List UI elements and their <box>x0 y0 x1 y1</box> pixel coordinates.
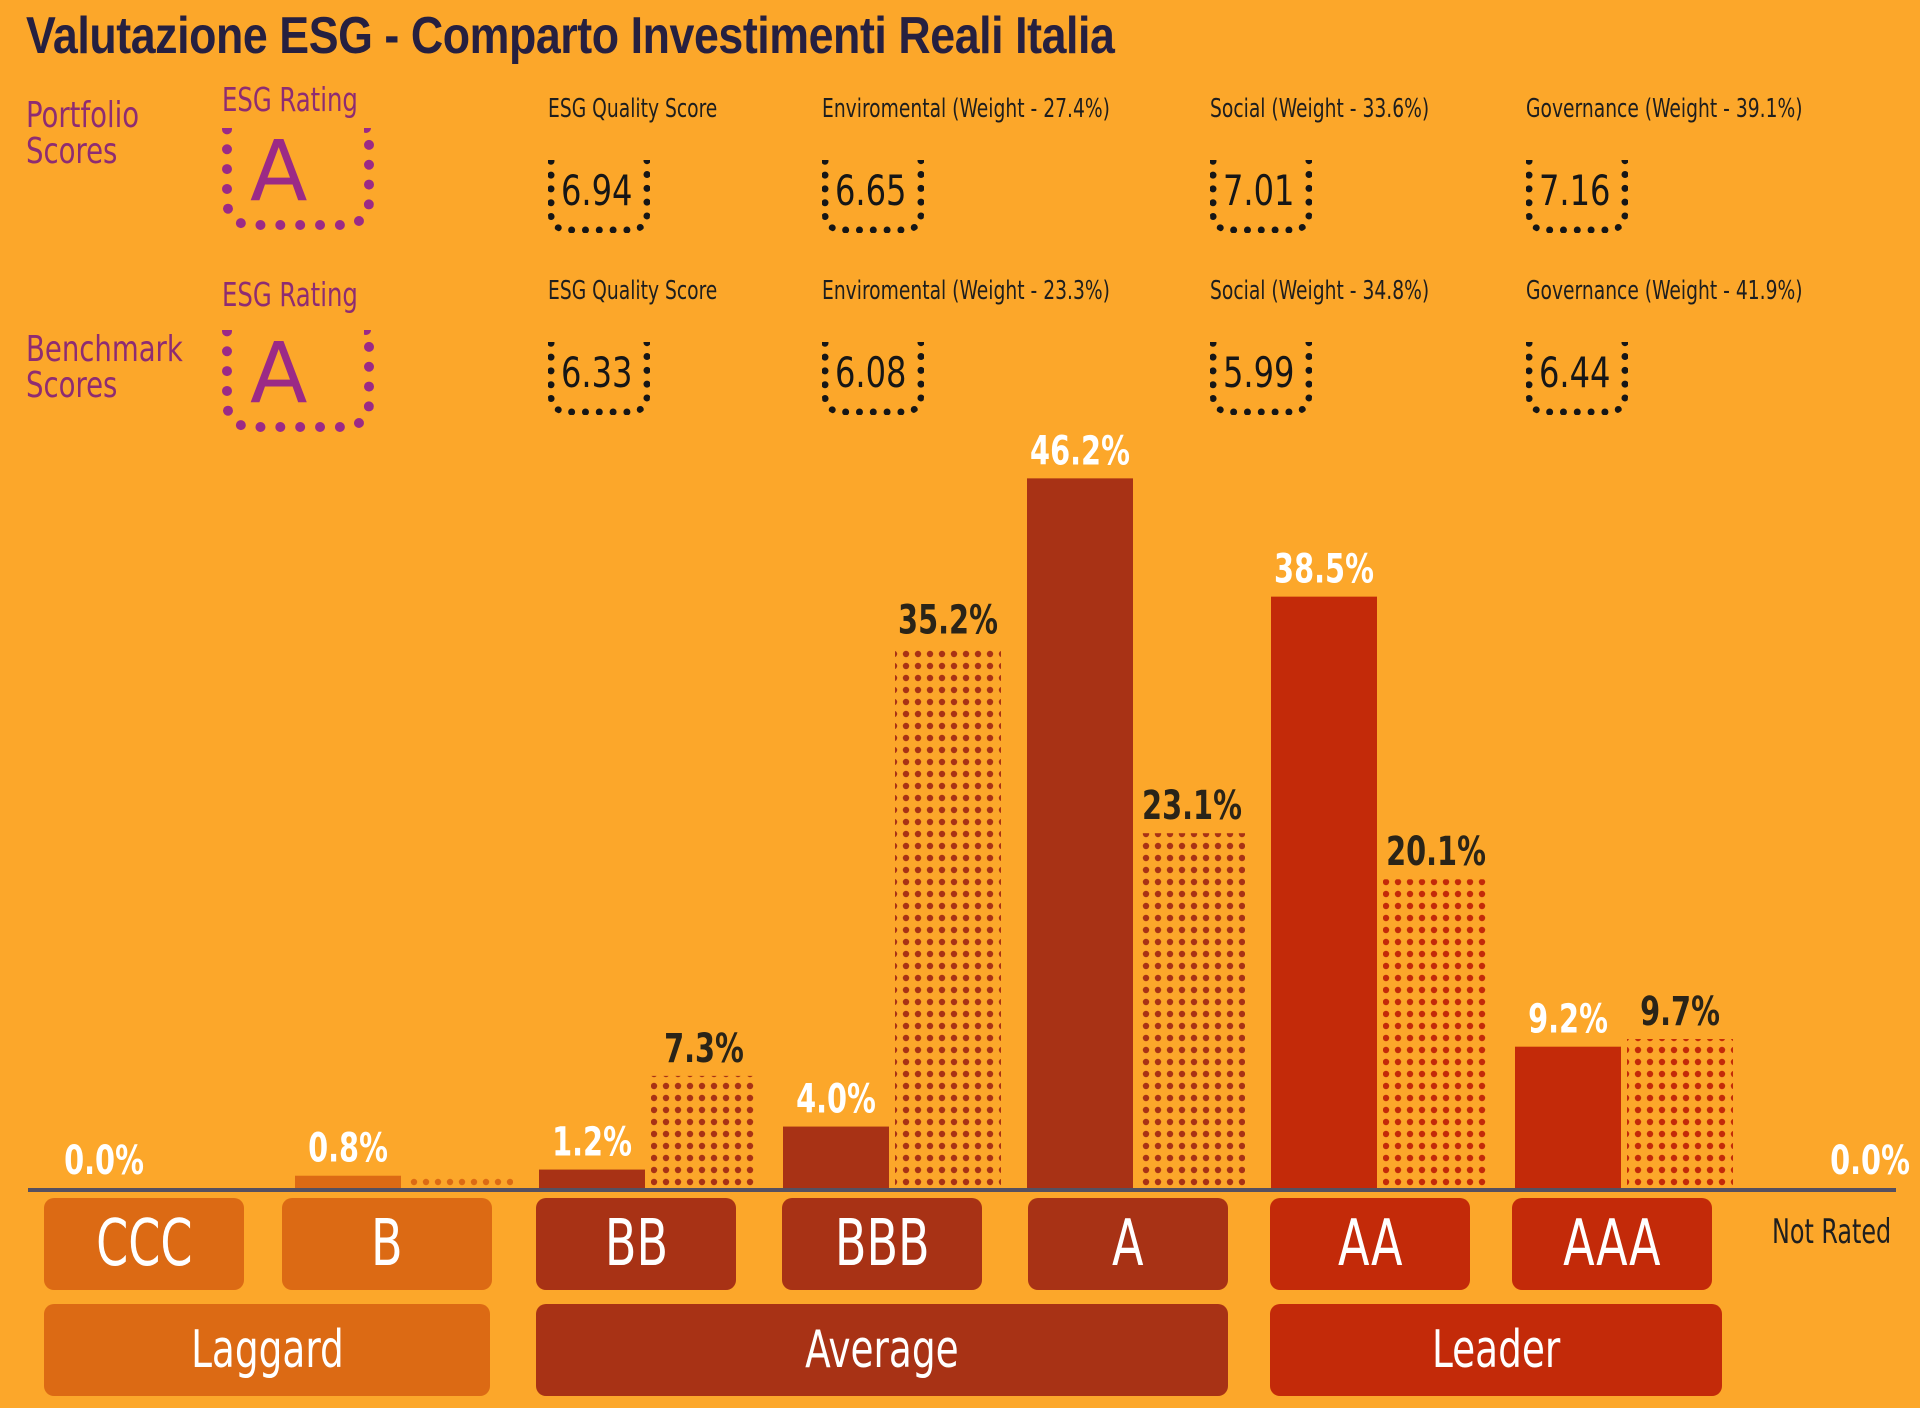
benchmark-social-label: Social (Weight - 34.8%) <box>1210 276 1430 306</box>
group-average: Average <box>536 1304 1228 1396</box>
portfolio-label-line2: Scores <box>26 131 118 172</box>
benchmark-social-box: 5.99 <box>1210 342 1312 415</box>
bar-portfolio-bbb <box>783 1126 889 1188</box>
benchmark-rating-box: A <box>222 324 374 432</box>
portfolio-rating-label: ESG Rating <box>222 80 358 119</box>
label-portfolio-a: 46.2% <box>1030 427 1130 474</box>
benchmark-environmental-label: Enviromental (Weight - 23.3%) <box>822 276 1110 306</box>
category-bbb: BBB <box>782 1198 982 1290</box>
portfolio-quality-value: 6.94 <box>561 166 633 215</box>
benchmark-governance-value: 6.44 <box>1539 348 1611 397</box>
portfolio-social-value: 7.01 <box>1223 166 1295 215</box>
bar-benchmark-aa <box>1383 879 1489 1188</box>
label-portfolio-aa: 38.5% <box>1274 545 1374 592</box>
label-portfolio-aaa: 9.2% <box>1528 995 1608 1042</box>
portfolio-environmental-value: 6.65 <box>835 166 907 215</box>
bar-benchmark-b <box>407 1175 513 1188</box>
benchmark-rating-label: ESG Rating <box>222 275 358 314</box>
bar-benchmark-a <box>1139 833 1245 1188</box>
benchmark-label-line2: Scores <box>26 365 118 406</box>
bar-portfolio-b <box>295 1175 401 1188</box>
label-benchmark-bb: 7.3% <box>664 1024 744 1071</box>
benchmark-environmental-box: 6.08 <box>822 342 924 415</box>
benchmark-social-value: 5.99 <box>1223 348 1295 397</box>
benchmark-governance-label: Governance (Weight - 41.9%) <box>1526 276 1803 306</box>
chart-title: Valutazione ESG - Comparto Investimenti … <box>26 7 1115 65</box>
bar-benchmark-bb <box>651 1075 757 1188</box>
portfolio-governance-box: 7.16 <box>1526 160 1628 233</box>
group-laggard: Laggard <box>44 1304 490 1396</box>
category-aa: AA <box>1270 1198 1470 1290</box>
benchmark-quality-label: ESG Quality Score <box>548 276 718 306</box>
benchmark-quality-box: 6.33 <box>548 342 650 415</box>
benchmark-label: Benchmark Scores <box>26 332 183 404</box>
bar-benchmark-bbb <box>895 647 1001 1188</box>
label-benchmark-a: 23.1% <box>1142 782 1242 829</box>
category-not-rated: Not Rated <box>1772 1212 1892 1252</box>
portfolio-environmental-box: 6.65 <box>822 160 924 233</box>
portfolio-social-box: 7.01 <box>1210 160 1312 233</box>
portfolio-governance-label: Governance (Weight - 39.1%) <box>1526 94 1803 124</box>
portfolio-environmental-label: Enviromental (Weight - 27.4%) <box>822 94 1110 124</box>
benchmark-label-line1: Benchmark <box>26 329 183 370</box>
label-benchmark-aaa: 9.7% <box>1640 987 1720 1034</box>
bar-portfolio-bb <box>539 1169 645 1188</box>
value-labels-layer: 0.0% 0.8% 1.2% 7.3% 4.0% 35.2% 46.2% 23.1% 38.5%… <box>64 427 1910 1184</box>
bar-portfolio-aa <box>1271 596 1377 1188</box>
label-benchmark-aa: 20.1% <box>1386 828 1486 875</box>
bar-portfolio-aaa <box>1515 1046 1621 1188</box>
label-portfolio-bbb: 4.0% <box>796 1075 876 1122</box>
category-bb: BB <box>536 1198 736 1290</box>
label-benchmark-bbb: 35.2% <box>898 596 998 643</box>
portfolio-social-label: Social (Weight - 33.6%) <box>1210 94 1430 124</box>
portfolio-rating-value: A <box>250 122 308 220</box>
bar-portfolio-a <box>1027 478 1133 1188</box>
bars-layer <box>295 478 1733 1188</box>
portfolio-quality-label: ESG Quality Score <box>548 94 718 124</box>
benchmark-rating-value: A <box>250 324 308 422</box>
category-ccc: CCC <box>44 1198 244 1290</box>
bar-benchmark-aaa <box>1627 1039 1733 1188</box>
benchmark-governance-box: 6.44 <box>1526 342 1628 415</box>
benchmark-environmental-value: 6.08 <box>835 348 907 397</box>
portfolio-label-line1: Portfolio <box>26 95 140 136</box>
label-portfolio-ccc: 0.0% <box>64 1136 144 1183</box>
label-portfolio-b: 0.8% <box>308 1124 388 1171</box>
benchmark-quality-value: 6.33 <box>561 348 633 397</box>
group-leader: Leader <box>1270 1304 1722 1396</box>
portfolio-rating-box: A <box>222 122 374 230</box>
category-aaa: AAA <box>1512 1198 1712 1290</box>
category-b: B <box>282 1198 492 1290</box>
category-a: A <box>1028 1198 1228 1290</box>
portfolio-label: Portfolio Scores <box>26 98 139 170</box>
label-portfolio-bb: 1.2% <box>552 1118 632 1165</box>
label-portfolio-not-rated: 0.0% <box>1830 1136 1910 1183</box>
portfolio-governance-value: 7.16 <box>1539 166 1611 215</box>
portfolio-quality-box: 6.94 <box>548 160 650 233</box>
